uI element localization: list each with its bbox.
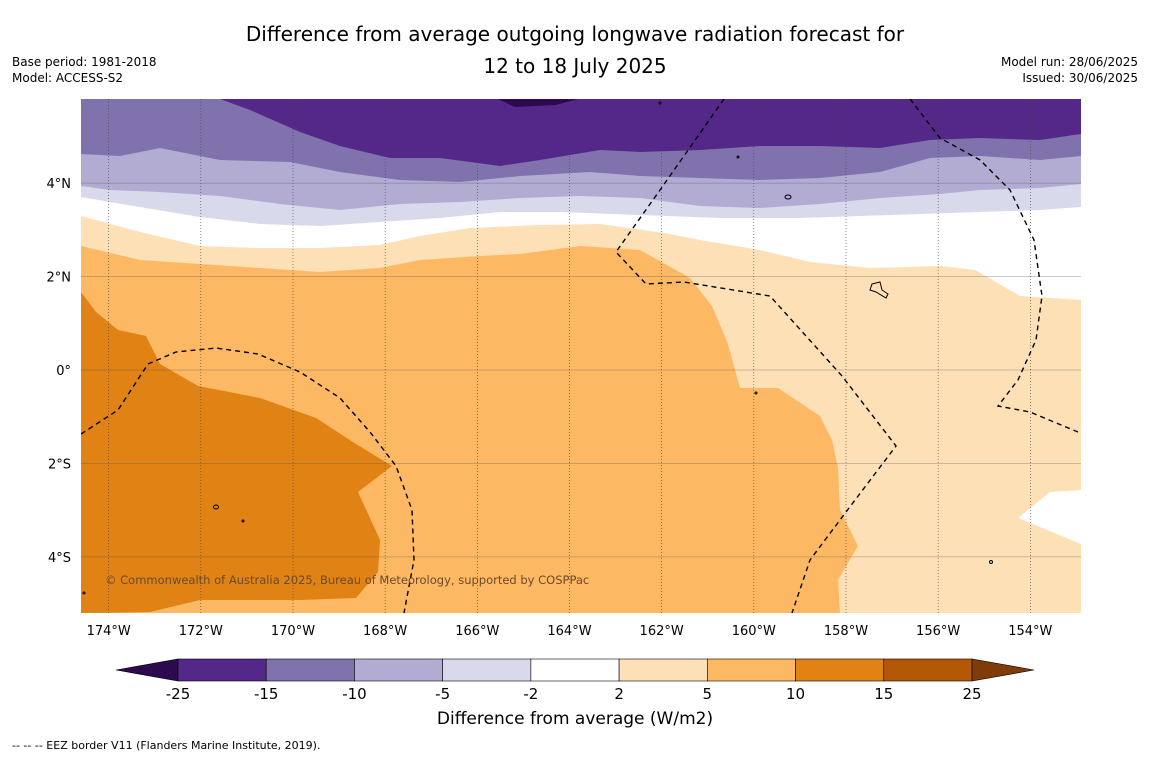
colorbar-segment <box>354 658 443 682</box>
colorbar-segment <box>177 658 267 682</box>
kiritimati-island-icon <box>869 281 889 299</box>
colorbar-label: Difference from average (W/m2) <box>436 709 714 729</box>
colorbar <box>115 658 1035 682</box>
longitude-tick-label: 156°W <box>916 624 960 639</box>
atoll-icon <box>658 101 662 105</box>
eez-borders <box>81 99 1079 613</box>
eez-border-east <box>909 99 1079 433</box>
colorbar-extension-high <box>971 658 1035 682</box>
colorbar-segment <box>618 658 708 682</box>
longitude-tick-label: 174°W <box>87 624 131 639</box>
colorbar-segment <box>883 658 973 682</box>
model-run: Model run: 28/06/2025 <box>1000 55 1138 69</box>
title-line-1: Difference from average outgoing longwav… <box>245 22 905 46</box>
colorbar-tick-label: 10 <box>786 685 805 703</box>
issued-date: Issued: 30/06/2025 <box>1022 71 1138 85</box>
atoll-icon <box>784 194 792 200</box>
contour-fills <box>81 99 1081 613</box>
atoll-icon <box>989 560 993 564</box>
latitude-tick-label: 4°S <box>48 551 71 566</box>
model-name: Model: ACCESS-S2 <box>12 71 124 85</box>
colorbar-tick-label: -25 <box>166 685 191 703</box>
colorbar-extension-low <box>115 658 179 682</box>
longitude-tick-label: 172°W <box>179 624 223 639</box>
meta-left: Base period: 1981-2018 Model: ACCESS-S2 <box>12 54 157 86</box>
longitude-tick-label: 168°W <box>363 624 407 639</box>
colorbar-segment <box>442 658 532 682</box>
base-period: Base period: 1981-2018 <box>12 55 157 69</box>
atoll-icon <box>736 155 740 159</box>
colorbar-tick-label: 2 <box>614 685 624 703</box>
longitude-tick-label: 170°W <box>271 624 315 639</box>
copyright-notice: © Commonwealth of Australia 2025, Bureau… <box>105 573 589 587</box>
islands <box>82 101 993 595</box>
colorbar-segment <box>707 658 796 682</box>
latitude-tick-label: 2°S <box>48 457 71 472</box>
band-dark-purple <box>220 99 1081 166</box>
meta-right: Model run: 28/06/2025 Issued: 30/06/2025 <box>1001 54 1138 86</box>
longitude-tick-label: 164°W <box>547 624 591 639</box>
colorbar-tick-label: 25 <box>962 685 981 703</box>
band-deepest-purple <box>498 99 578 107</box>
title-line-2: 12 to 18 July 2025 <box>483 54 667 78</box>
longitude-tick-label: 154°W <box>1008 624 1052 639</box>
band-dark-orange <box>81 292 392 613</box>
colorbar-tick-label: -2 <box>523 685 538 703</box>
longitude-tick-labels: 174°W 172°W 170°W 168°W 166°W 164°W 162°W 160°W… <box>87 624 1053 639</box>
latitude-tick-label: 2°N <box>47 271 72 286</box>
atoll-icon <box>241 519 245 523</box>
colorbar-segment <box>795 658 885 682</box>
colorbar-tick-label: 5 <box>703 685 713 703</box>
latitude-gridlines <box>81 182 1081 558</box>
map-title: Difference from average outgoing longwav… <box>0 18 1150 82</box>
atoll-icon <box>213 504 219 510</box>
eez-footnote: -- -- -- EEZ border V11 (Flanders Marine… <box>12 739 321 752</box>
colorbar-tick-label: -10 <box>342 685 367 703</box>
colorbar-tick-label: 15 <box>874 685 893 703</box>
longitude-tick-label: 160°W <box>732 624 776 639</box>
map-panel: © Commonwealth of Australia 2025, Bureau… <box>47 99 1081 639</box>
colorbar-segment <box>265 658 355 682</box>
colorbar-segment <box>530 658 620 682</box>
band-white-east <box>1018 490 1081 544</box>
atoll-icon <box>82 591 86 595</box>
eez-border-west <box>81 347 415 613</box>
latitude-tick-labels: 4°N 2°N 0° 2°S 4°S <box>47 177 72 566</box>
longitude-tick-label: 166°W <box>455 624 499 639</box>
atoll-icon <box>754 391 758 395</box>
longitude-tick-label: 158°W <box>824 624 868 639</box>
colorbar-tick-label: -5 <box>435 685 450 703</box>
colorbar-tick-labels: -25 -15 -10 -5 -2 2 5 10 15 25 <box>166 685 982 703</box>
latitude-tick-label: 0° <box>56 364 71 379</box>
latitude-tick-label: 4°N <box>47 177 72 192</box>
colorbar-tick-label: -15 <box>254 685 279 703</box>
longitude-tick-label: 162°W <box>640 624 684 639</box>
